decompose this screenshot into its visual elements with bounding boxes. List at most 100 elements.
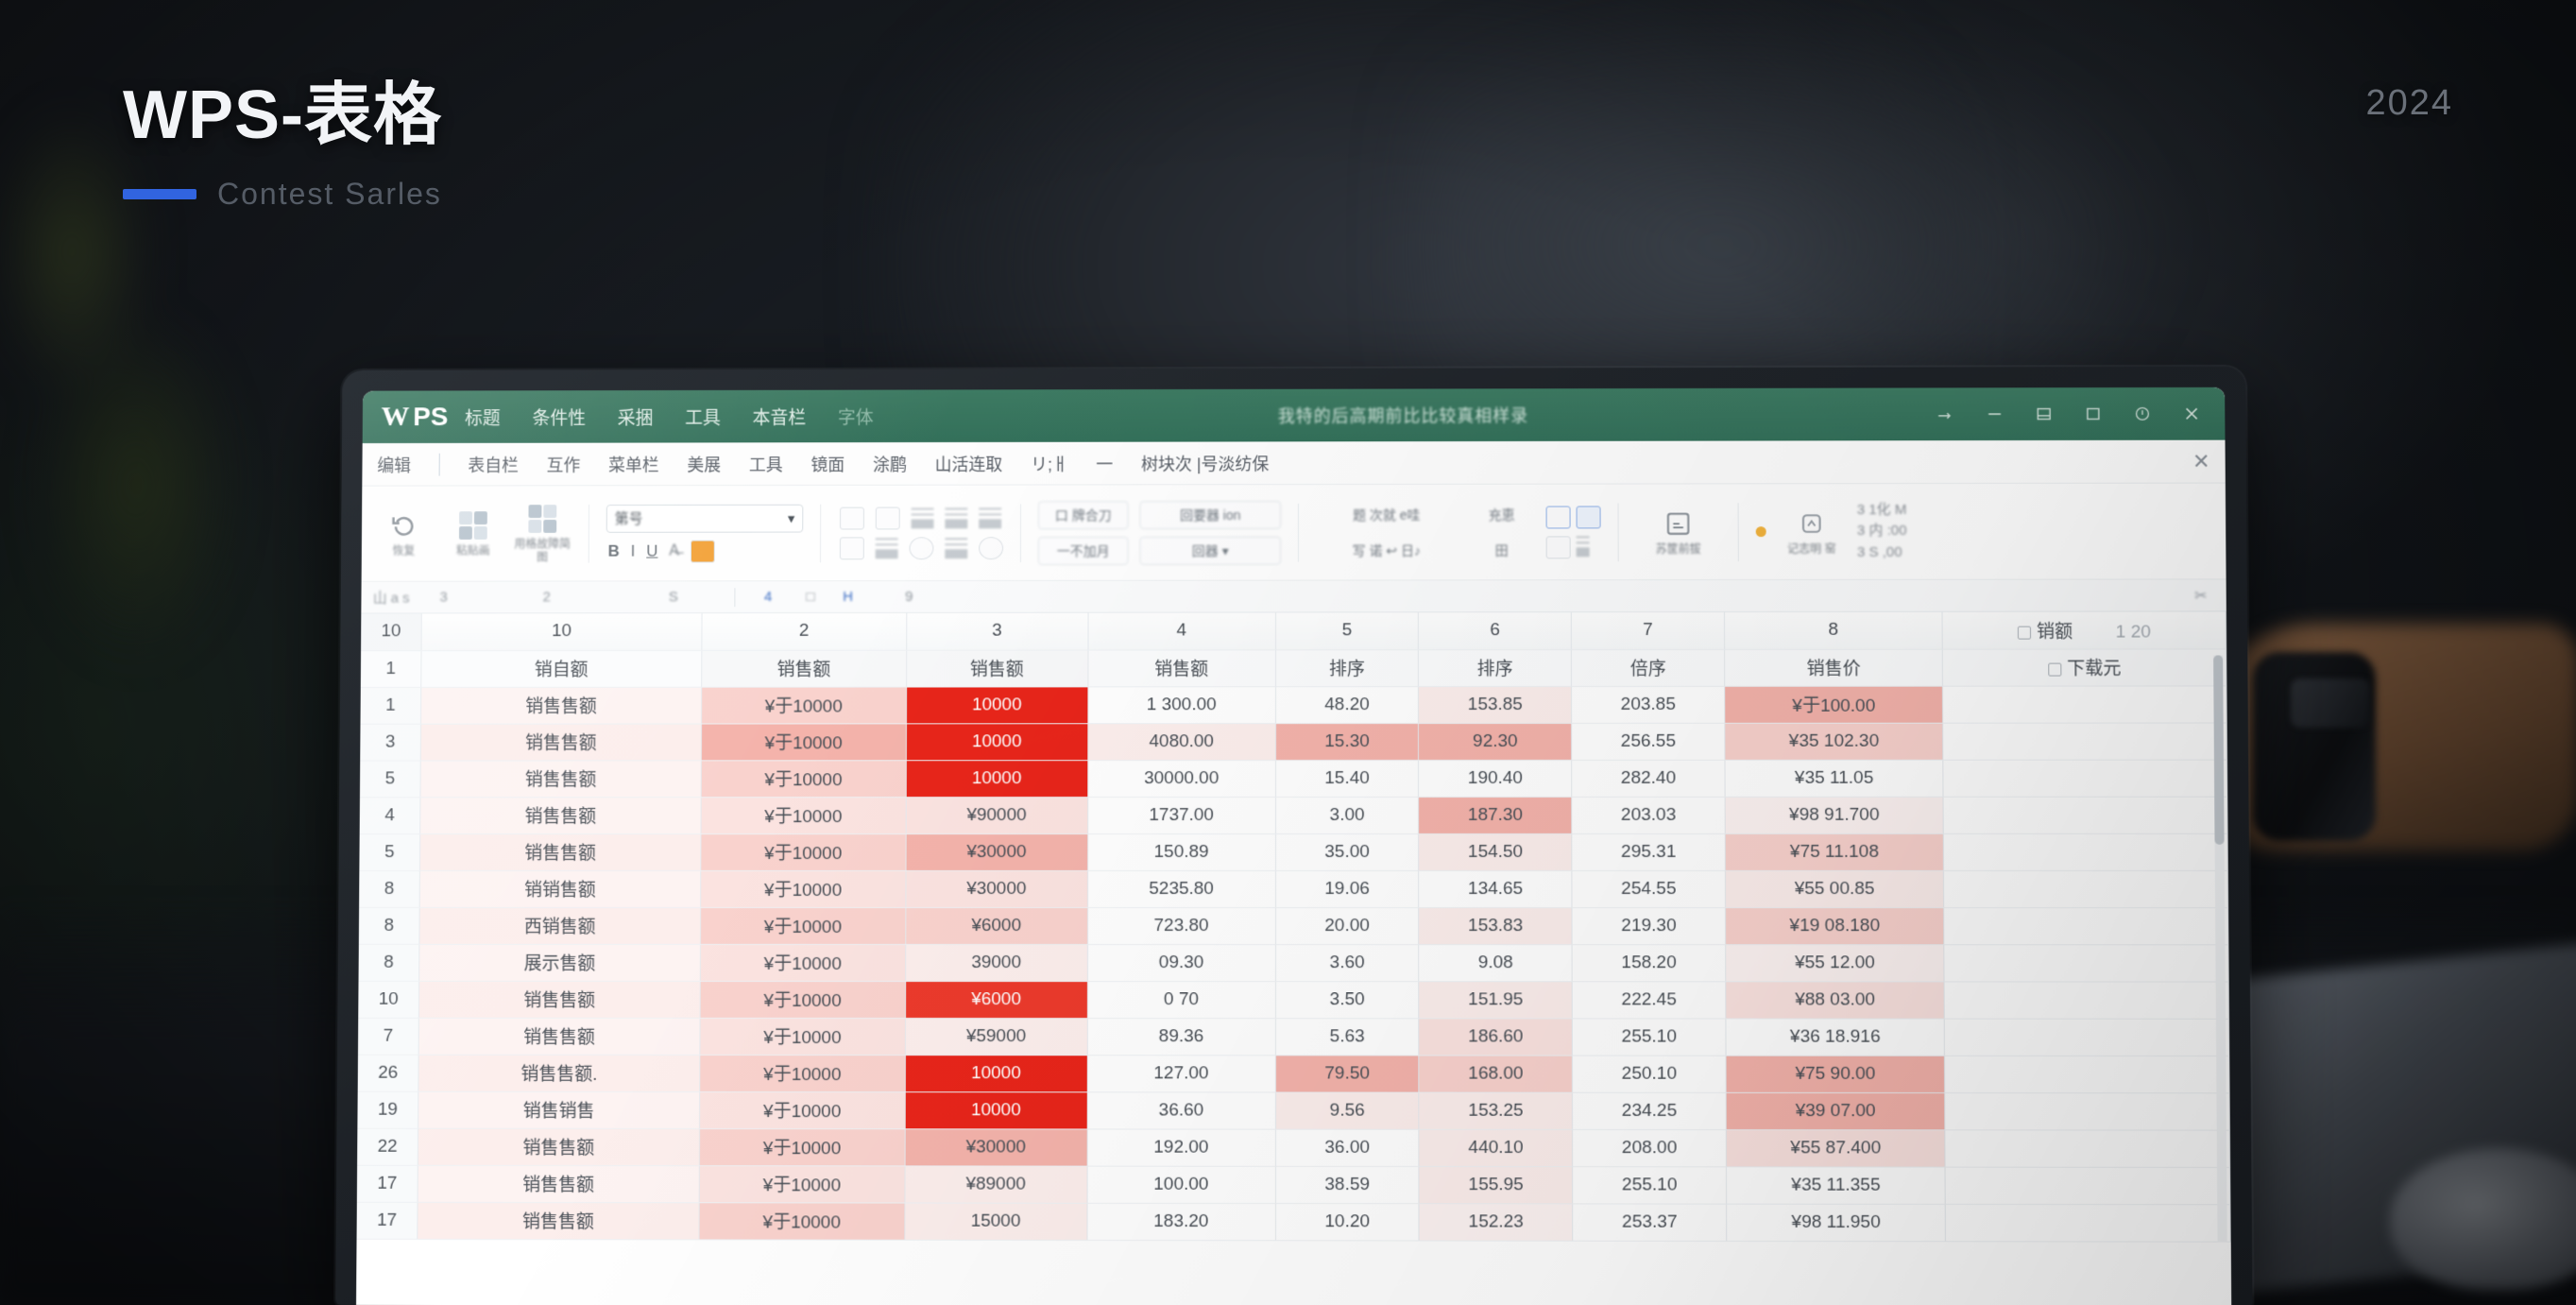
italic-button[interactable]: I (630, 541, 636, 560)
cell-r11-c6[interactable]: 234.25 (1572, 1091, 1727, 1130)
analysis-button[interactable]: 记志明 窑 (1776, 507, 1848, 557)
cell-r1-c6[interactable]: 256.55 (1571, 722, 1726, 760)
column-header-row[interactable]: 10 10 2 3 4 5 6 7 8 销额 1 20 (361, 611, 2226, 651)
col-header-4[interactable]: 4 (1087, 612, 1276, 650)
cell-r3-c2[interactable]: ¥90000 (905, 797, 1088, 834)
table-row[interactable]: 8 销销售额 ¥于10000 ¥30000 5235.80 19.06 134.65 254.… (359, 869, 2228, 908)
cell-r3-c0[interactable]: 销售售额 (419, 797, 702, 834)
row-header-1[interactable]: 3 (360, 723, 421, 761)
sort-button[interactable]: 回器 ▾ (1139, 536, 1282, 565)
font-group[interactable]: 第号 ▾ B I U A̶ (606, 504, 804, 562)
col-header-checkbox[interactable] (2017, 626, 2032, 640)
cell-r13-c6[interactable]: 255.10 (1572, 1166, 1727, 1204)
cell-r12-c4[interactable]: 36.00 (1275, 1128, 1420, 1166)
cell-r13-c2[interactable]: ¥89000 (904, 1165, 1087, 1203)
cell-r7-c1[interactable]: ¥于10000 (700, 943, 906, 981)
table-row[interactable]: 22 销售售额 ¥于10000 ¥30000 192.00 36.00 440.10 208.… (357, 1127, 2230, 1167)
cell-r8-c0[interactable]: 销售售额 (418, 980, 701, 1018)
scissors-icon[interactable]: ✂ (2194, 587, 2208, 604)
cell-r4-c1[interactable]: ¥于10000 (700, 833, 906, 871)
border-icon[interactable] (839, 536, 864, 559)
cell-r1-c4[interactable]: 15.30 (1275, 723, 1419, 761)
cell-r11-c5[interactable]: 153.25 (1419, 1091, 1573, 1129)
window-controls[interactable] (1935, 404, 2211, 424)
col-header-8[interactable]: 8 (1724, 611, 1943, 649)
spreadsheet-area[interactable]: 10 10 2 3 4 5 6 7 8 销额 1 20 (356, 611, 2231, 1243)
cell-r14-c6[interactable]: 253.37 (1572, 1203, 1727, 1241)
cell-r7-c3[interactable]: 09.30 (1086, 944, 1276, 982)
cell-r9-c3[interactable]: 89.36 (1086, 1018, 1276, 1056)
row-header-13[interactable]: 17 (356, 1164, 418, 1202)
table-row[interactable]: 7 销售售额 ¥于10000 ¥59000 89.36 5.63 186.60 255.10 ¥… (357, 1017, 2229, 1056)
cell-r0-c8[interactable] (1942, 685, 2227, 723)
cell-r8-c6[interactable]: 222.45 (1572, 981, 1726, 1019)
align-row-bottom[interactable] (838, 536, 1004, 559)
cell-r8-c1[interactable]: ¥于10000 (699, 980, 906, 1019)
table-row[interactable]: 17 销售售额 ¥于10000 15000 183.20 10.20 152.23 253.3… (356, 1201, 2231, 1242)
cell-r3-c3[interactable]: 1737.00 (1087, 797, 1276, 834)
font-family-select[interactable]: 第号 ▾ (606, 504, 804, 533)
cell-r0-c0[interactable]: 销售售额 (420, 686, 702, 724)
ribbon-close-icon[interactable]: ✕ (2192, 449, 2210, 473)
split-view-icon[interactable] (1576, 505, 1601, 528)
cell-r12-c5[interactable]: 440.10 (1419, 1128, 1573, 1167)
table-row[interactable]: 26 销售售额. ¥于10000 10000 127.00 79.50 168.00 250.… (357, 1054, 2230, 1093)
cell-r10-c3[interactable]: 127.00 (1086, 1055, 1276, 1092)
icon-pair-group[interactable] (1545, 505, 1601, 558)
col-header-6[interactable]: 6 (1418, 612, 1572, 650)
cell-r13-c1[interactable]: ¥于10000 (699, 1165, 905, 1203)
tab-item-4[interactable]: 工具 (748, 455, 783, 474)
cell-r4-c7[interactable]: ¥75 11.108 (1725, 833, 1944, 870)
col-header-2[interactable]: 2 (701, 612, 907, 650)
align-left-icon[interactable] (911, 507, 934, 528)
indent-icon[interactable] (945, 537, 968, 558)
cell-r6-c2[interactable]: ¥6000 (905, 906, 1088, 945)
table-row[interactable]: 1 销售售额 ¥于10000 10000 1 300.00 48.20 153.85 203.… (360, 685, 2227, 724)
cell-r0-c7[interactable]: ¥于100.00 (1724, 685, 1943, 723)
cell-r6-c1[interactable]: ¥于10000 (700, 906, 906, 944)
more-options-icon[interactable] (1576, 535, 1590, 557)
row-header-1[interactable]: 1 (360, 650, 422, 687)
titlebar-menu-item-0[interactable]: 标题 (465, 408, 501, 429)
table-row[interactable]: 4 销售售额 ¥于10000 ¥90000 1737.00 3.00 187.30 203.0… (359, 796, 2228, 834)
cell-r6-c0[interactable]: 西销售额 (419, 906, 701, 944)
paste-button[interactable]: 粘贴画 (444, 509, 503, 558)
cell-r1-c7[interactable]: ¥35 102.30 (1724, 722, 1944, 760)
align-top-icon[interactable] (840, 507, 864, 530)
cell-r9-c0[interactable]: 销售售额 (418, 1017, 700, 1055)
maximize-icon[interactable] (2083, 404, 2104, 424)
spreadsheet-body[interactable]: 1 销自额 销售额 销售额 销售额 排序 排序 倍序 销售价 下载元 (356, 648, 2231, 1242)
table-row[interactable]: 3 销售售额 ¥于10000 10000 4080.00 15.30 92.30 256.55… (360, 722, 2227, 761)
cell-r10-c8[interactable] (1944, 1055, 2230, 1093)
find-button[interactable]: 充恵 (1488, 507, 1515, 523)
cell-r7-c7[interactable]: ¥55 12.00 (1725, 944, 1945, 982)
header-cell-0[interactable]: 销自额 (420, 649, 702, 687)
help-icon[interactable] (2132, 404, 2153, 424)
table-row[interactable]: 8 西销售额 ¥于10000 ¥6000 723.80 20.00 153.83 219.30… (358, 906, 2228, 945)
cell-r6-c7[interactable]: ¥19 08.180 (1725, 907, 1945, 945)
table-row[interactable]: 10 销售售额 ¥于10000 ¥6000 0 70 3.50 151.95 222.45 ¥8… (358, 980, 2229, 1019)
col-header-5[interactable]: 5 (1275, 612, 1419, 650)
cell-r9-c8[interactable] (1944, 1018, 2229, 1056)
row-header-0[interactable]: 1 (360, 686, 421, 724)
row-header-12[interactable]: 22 (357, 1127, 418, 1165)
row-header-8[interactable]: 10 (358, 980, 419, 1018)
cell-r1-c2[interactable]: 10000 (906, 723, 1088, 761)
cell-r6-c3[interactable]: 723.80 (1087, 907, 1276, 945)
cell-r2-c6[interactable]: 282.40 (1571, 759, 1726, 797)
cell-r2-c1[interactable]: ¥于10000 (701, 760, 907, 798)
ribbon-tab-bar[interactable]: 编辑 表自栏 互作 菜单栏 美展 工具 镜面 涂鹛 山活连取 リ;ㅐ 一 树块次… (362, 439, 2226, 487)
icon-pair-bottom[interactable] (1545, 535, 1601, 558)
table-row[interactable]: 19 销售销售 ¥于10000 10000 36.60 9.56 153.25 234.25 ¥… (357, 1090, 2230, 1130)
format-painter-button[interactable]: 用格故障简图 (513, 503, 571, 564)
style-group[interactable]: 题 次就 e哇 写 诺 ↩ 日♪ (1316, 500, 1458, 564)
cell-r12-c7[interactable]: ¥55 87.400 (1726, 1129, 1946, 1167)
chevron-down-icon[interactable]: ▾ (787, 510, 795, 527)
cell-style-button[interactable]: 题 次就 e哇 (1353, 507, 1421, 523)
cell-r7-c2[interactable]: 39000 (905, 943, 1088, 982)
undo-button[interactable]: 恢复 (375, 509, 434, 558)
cell-r2-c8[interactable] (1943, 759, 2227, 797)
font-format-row[interactable]: B I U A̶ (606, 540, 804, 562)
cell-r14-c0[interactable]: 销售售额 (417, 1201, 700, 1240)
cell-r12-c1[interactable]: ¥于10000 (699, 1128, 905, 1166)
